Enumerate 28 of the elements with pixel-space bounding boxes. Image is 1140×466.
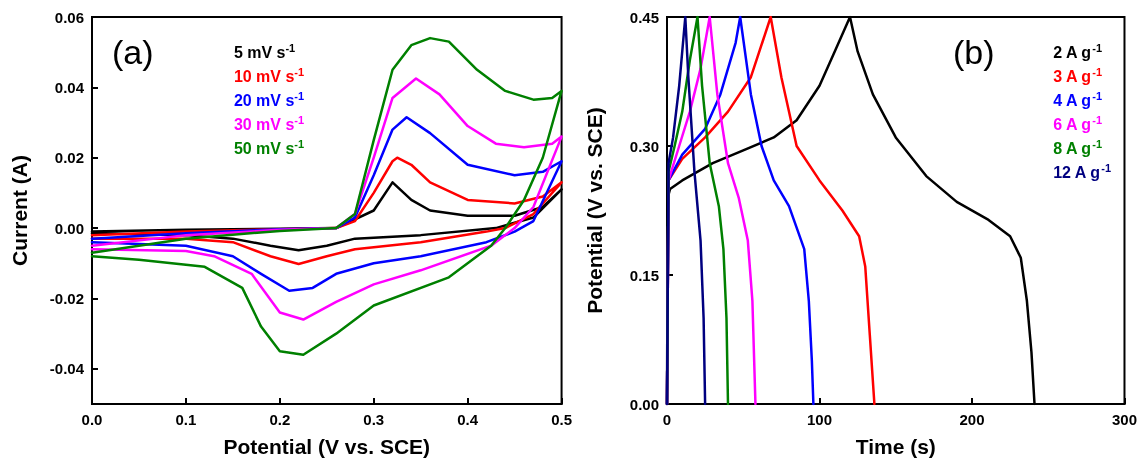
y-tick-label: 0.02 [54,149,84,167]
y-tick-label: -0.04 [49,360,85,378]
y-axis-title: Current (A) [8,155,31,266]
x-tick-label: 200 [959,411,985,428]
x-tick-label: 0.2 [269,411,291,428]
x-tick-label: 0.5 [551,411,572,428]
y-tick-label: 0.06 [54,8,84,26]
x-tick-label: 0.0 [81,411,103,428]
y-tick-label: 0.15 [629,266,659,284]
x-axis-title: Time (s) [855,435,936,458]
y-tick-label: 0.30 [629,137,659,155]
x-tick-label: 100 [806,411,833,428]
line-series [665,15,707,406]
x-tick-label: 300 [1111,411,1137,428]
y-tick-label: -0.02 [49,289,84,307]
annotation: (b) [953,33,995,71]
x-tick-label: 0 [662,411,672,428]
line-series [90,36,563,356]
annotation: (a) [112,33,154,71]
x-tick-label: 0.3 [363,411,385,428]
y-axis-title: Potential (V vs. SCE) [583,107,606,314]
x-tick-label: 0.4 [457,411,479,428]
y-tick-label: 0.00 [54,219,84,237]
y-tick-label: 0.45 [629,8,659,26]
x-tick-label: 0.1 [175,411,197,428]
y-tick-label: 0.04 [54,78,85,96]
y-tick-label: 0.00 [629,395,659,413]
x-axis-title: Potential (V vs. SCE) [223,435,431,458]
